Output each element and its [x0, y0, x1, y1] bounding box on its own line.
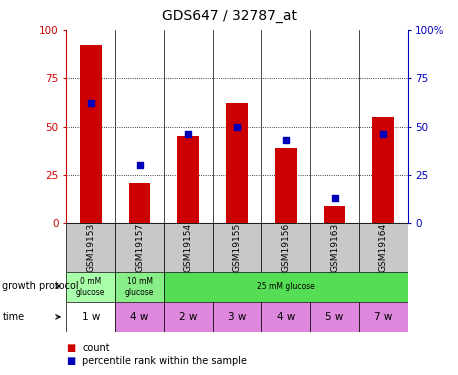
Bar [164, 272, 408, 302]
Text: time: time [2, 312, 24, 322]
Text: count: count [82, 343, 110, 353]
Point [185, 131, 192, 137]
Text: 2 w: 2 w [179, 312, 197, 322]
Text: GSM19156: GSM19156 [281, 223, 290, 272]
Text: GSM19154: GSM19154 [184, 223, 193, 272]
Text: GDS647 / 32787_at: GDS647 / 32787_at [162, 9, 296, 23]
Text: 5 w: 5 w [325, 312, 344, 322]
Text: 4 w: 4 w [277, 312, 295, 322]
Bar [323, 206, 345, 223]
Text: 1 w: 1 w [82, 312, 100, 322]
Bar [164, 223, 213, 272]
Bar [177, 136, 199, 223]
Bar [359, 223, 408, 272]
Text: GSM19163: GSM19163 [330, 223, 339, 272]
Bar [129, 183, 151, 223]
Text: 10 mM
glucose: 10 mM glucose [125, 277, 154, 297]
Bar [66, 223, 115, 272]
Text: GSM19164: GSM19164 [379, 223, 388, 272]
Text: 0 mM
glucose: 0 mM glucose [76, 277, 105, 297]
Bar [80, 45, 102, 223]
Bar [262, 302, 310, 332]
Bar [262, 223, 310, 272]
Bar [310, 223, 359, 272]
Point [282, 137, 289, 143]
Bar [275, 148, 297, 223]
Bar [115, 302, 164, 332]
Text: ■: ■ [66, 343, 76, 353]
Text: ■: ■ [66, 356, 76, 366]
Bar [372, 117, 394, 223]
Bar [226, 104, 248, 223]
Text: 7 w: 7 w [374, 312, 393, 322]
Point [136, 162, 143, 168]
Bar [66, 302, 115, 332]
Bar [213, 302, 262, 332]
Bar [359, 302, 408, 332]
Point [380, 131, 387, 137]
Text: 4 w: 4 w [131, 312, 149, 322]
Bar [213, 223, 262, 272]
Point [87, 100, 94, 106]
Text: GSM19157: GSM19157 [135, 223, 144, 272]
Point [331, 195, 338, 201]
Text: GSM19153: GSM19153 [86, 223, 95, 272]
Bar [115, 272, 164, 302]
Point [233, 124, 241, 130]
Text: GSM19155: GSM19155 [233, 223, 241, 272]
Bar [66, 272, 115, 302]
Text: growth protocol: growth protocol [2, 281, 79, 291]
Bar [115, 223, 164, 272]
Bar [164, 302, 213, 332]
Bar [310, 302, 359, 332]
Text: percentile rank within the sample: percentile rank within the sample [82, 356, 247, 366]
Text: 25 mM glucose: 25 mM glucose [257, 282, 315, 291]
Text: 3 w: 3 w [228, 312, 246, 322]
